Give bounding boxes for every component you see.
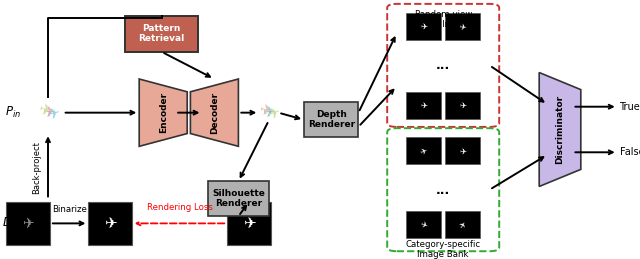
Text: ✈: ✈ (45, 105, 61, 123)
Text: ✈: ✈ (104, 216, 116, 231)
Text: $P_{in}$: $P_{in}$ (5, 105, 21, 120)
Text: ✈: ✈ (460, 146, 466, 155)
Text: Binarize: Binarize (52, 205, 86, 214)
Text: ✈: ✈ (460, 101, 466, 110)
Text: ✈: ✈ (457, 219, 468, 230)
Text: $D_0$: $D_0$ (2, 216, 17, 231)
Text: ✈: ✈ (458, 21, 467, 32)
Text: ✈: ✈ (22, 216, 34, 231)
Text: Pattern
Retrieval: Pattern Retrieval (138, 24, 185, 43)
Text: Encoder: Encoder (159, 92, 168, 133)
Text: Silhouette
Renderer: Silhouette Renderer (212, 189, 265, 208)
Text: ✈: ✈ (419, 145, 429, 156)
FancyBboxPatch shape (445, 211, 481, 238)
Text: Decoder: Decoder (210, 92, 219, 134)
Text: ✈: ✈ (266, 105, 282, 123)
Text: ✈: ✈ (36, 102, 53, 119)
Text: ✈: ✈ (420, 22, 427, 31)
Polygon shape (540, 73, 581, 186)
Text: Back-project: Back-project (33, 141, 42, 194)
Text: Category-specific
Image Bank: Category-specific Image Bank (406, 240, 481, 259)
Text: ···: ··· (436, 187, 451, 200)
FancyBboxPatch shape (406, 137, 442, 164)
FancyBboxPatch shape (227, 202, 271, 245)
Text: ✈: ✈ (243, 216, 255, 231)
Text: False: False (620, 147, 640, 157)
Text: Random-view
Depth Images: Random-view Depth Images (413, 10, 474, 29)
FancyBboxPatch shape (406, 13, 442, 40)
FancyBboxPatch shape (445, 13, 481, 40)
Text: ✈: ✈ (419, 219, 429, 230)
Text: ···: ··· (436, 62, 451, 75)
Text: ✈: ✈ (258, 103, 273, 120)
FancyBboxPatch shape (304, 102, 358, 137)
Text: Discriminator: Discriminator (556, 95, 564, 164)
Polygon shape (191, 79, 239, 146)
FancyBboxPatch shape (406, 92, 442, 119)
FancyBboxPatch shape (208, 181, 269, 216)
FancyBboxPatch shape (406, 211, 442, 238)
FancyBboxPatch shape (445, 137, 481, 164)
Text: Rendering Loss: Rendering Loss (147, 203, 212, 212)
Text: ✈: ✈ (420, 101, 427, 110)
Text: Depth
Renderer: Depth Renderer (308, 110, 355, 130)
Polygon shape (140, 79, 187, 146)
FancyBboxPatch shape (6, 202, 50, 245)
Text: ✈: ✈ (42, 105, 54, 120)
FancyBboxPatch shape (445, 92, 481, 119)
Text: ✈: ✈ (262, 105, 275, 120)
Text: True: True (620, 102, 640, 112)
FancyBboxPatch shape (125, 16, 198, 52)
FancyBboxPatch shape (88, 202, 132, 245)
